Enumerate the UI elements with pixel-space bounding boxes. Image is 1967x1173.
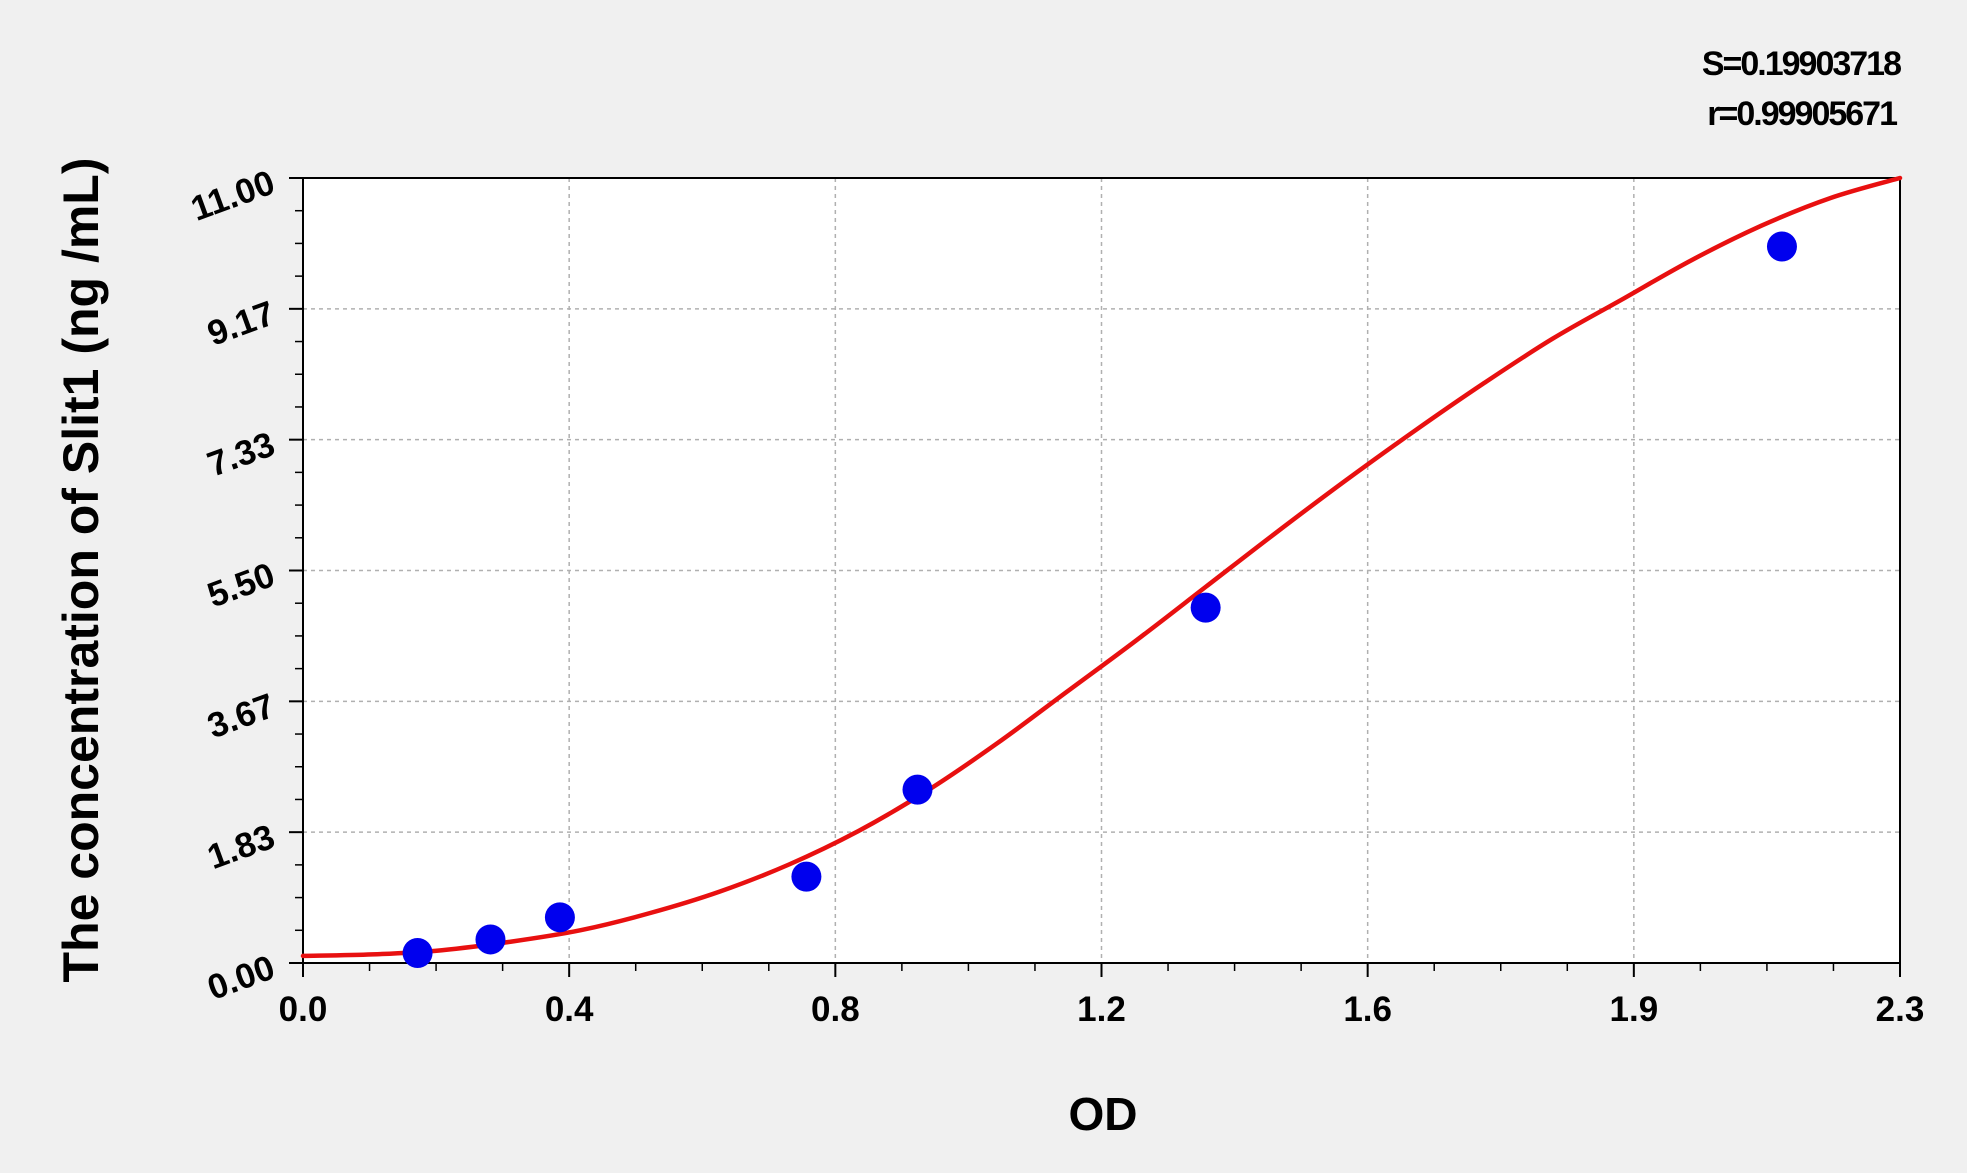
- data-point: [791, 861, 822, 892]
- x-tick-label: 1.6: [1343, 990, 1392, 1029]
- minor-ticks: [289, 177, 1901, 977]
- data-point: [544, 902, 575, 933]
- grid-lines: [303, 178, 1900, 963]
- x-tick-label: 0.0: [279, 990, 328, 1029]
- data-point: [402, 938, 433, 969]
- x-tick-labels: 0.0 0.4 0.8 1.2 1.6 1.9 2.3: [279, 990, 1925, 1029]
- data-points: [402, 231, 1797, 969]
- stat-r-label: r=0.99905671: [1707, 95, 1897, 133]
- x-axis-label: OD: [1069, 1088, 1138, 1140]
- plot-frame: [302, 177, 1901, 964]
- data-point: [902, 774, 933, 805]
- data-point: [1766, 231, 1797, 262]
- x-tick-label: 1.9: [1610, 990, 1659, 1029]
- fit-curve: [300, 175, 1903, 959]
- stat-s-label: S=0.19903718: [1702, 45, 1901, 83]
- data-point: [475, 924, 506, 955]
- x-tick-label: 2.3: [1876, 990, 1925, 1029]
- x-tick-label: 0.8: [811, 990, 860, 1029]
- data-point: [1190, 592, 1221, 623]
- x-tick-label: 0.4: [545, 990, 594, 1029]
- x-tick-label: 1.2: [1077, 990, 1126, 1029]
- y-axis-label: The concentration of Slit1 (ng /mL): [53, 158, 109, 983]
